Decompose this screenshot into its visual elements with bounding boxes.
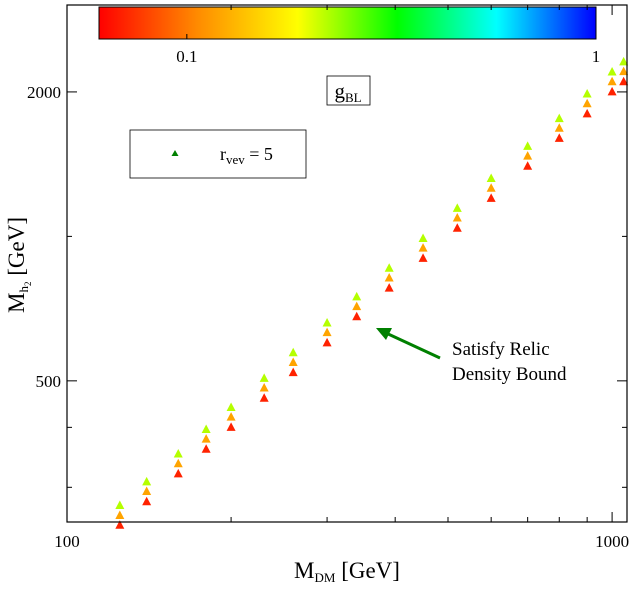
point	[226, 422, 236, 431]
point	[259, 393, 269, 402]
point	[322, 337, 332, 347]
point	[523, 161, 533, 170]
point	[582, 98, 592, 108]
y-axis-label: Mh2 [GeV]	[4, 217, 33, 313]
point	[288, 357, 298, 367]
point	[142, 486, 152, 496]
point	[523, 141, 533, 150]
colorbar-tick-label: 0.1	[176, 47, 197, 66]
colorbar	[98, 6, 597, 40]
point	[607, 76, 617, 86]
y-label-main: M	[4, 293, 29, 313]
x-tick-label: 1000	[595, 532, 629, 551]
annotation-arrow	[385, 331, 441, 360]
point	[619, 66, 629, 76]
annotation-text: Satisfy Relic	[452, 339, 550, 360]
x-label-rest: [GeV]	[335, 558, 400, 583]
point	[352, 291, 362, 301]
point	[582, 89, 592, 98]
point	[486, 183, 496, 192]
point	[582, 108, 592, 118]
annotation: Satisfy Relic Density Bound	[376, 328, 567, 385]
point	[554, 123, 564, 132]
point	[288, 347, 298, 357]
point	[201, 444, 211, 453]
legend-main: r	[220, 144, 226, 164]
y-label-rest: [GeV]	[4, 217, 29, 282]
point	[452, 223, 462, 232]
point	[418, 233, 428, 242]
x-label-main: M	[294, 558, 314, 583]
point	[288, 367, 298, 377]
annotation-arrowhead	[376, 328, 392, 340]
point	[607, 67, 617, 76]
point	[142, 476, 152, 486]
point	[115, 520, 125, 529]
point	[452, 213, 462, 222]
legend-rest: = 5	[245, 144, 273, 164]
point	[554, 113, 564, 123]
y-tick-label: 500	[36, 372, 62, 391]
colorbar-tick-label: 1	[592, 47, 601, 66]
point	[226, 402, 236, 411]
point	[142, 496, 152, 506]
colorbar-title: gBL	[334, 79, 361, 105]
point	[115, 500, 125, 509]
colorbar-title-box	[326, 75, 371, 106]
point	[619, 56, 629, 66]
y-label-sub: h	[16, 286, 31, 293]
point	[352, 311, 362, 321]
y-label-subsub: 2	[23, 282, 33, 287]
point	[173, 458, 183, 468]
point	[554, 133, 564, 142]
point	[173, 448, 183, 458]
point	[418, 243, 428, 252]
colorbar-title-sub: BL	[345, 90, 362, 105]
plot-frame	[66, 4, 628, 523]
legend-sub: vev	[226, 152, 245, 167]
point	[201, 434, 211, 443]
point	[259, 383, 269, 392]
x-label-sub: DM	[315, 570, 336, 585]
point	[486, 173, 496, 183]
y-tick-label: 2000	[27, 83, 61, 102]
x-axis-label: MDM [GeV]	[294, 558, 400, 585]
point	[619, 76, 629, 86]
point	[322, 327, 332, 337]
point	[322, 317, 332, 327]
x-tick-label: 100	[54, 532, 80, 551]
point	[607, 86, 617, 96]
point	[452, 203, 462, 212]
colorbar-title-main: g	[334, 79, 345, 103]
legend-marker	[171, 150, 179, 156]
point	[523, 151, 533, 160]
legend-label: rvev = 5	[220, 144, 273, 167]
point	[259, 373, 269, 382]
point	[352, 301, 362, 311]
point	[384, 263, 394, 272]
point	[226, 412, 236, 421]
annotation-text: Density Bound	[452, 364, 567, 385]
point	[384, 283, 394, 292]
legend	[129, 129, 307, 179]
points	[115, 56, 629, 529]
point	[418, 253, 428, 262]
point	[384, 272, 394, 282]
point	[173, 468, 183, 478]
point	[486, 193, 496, 202]
point	[115, 510, 125, 520]
point	[201, 424, 211, 433]
